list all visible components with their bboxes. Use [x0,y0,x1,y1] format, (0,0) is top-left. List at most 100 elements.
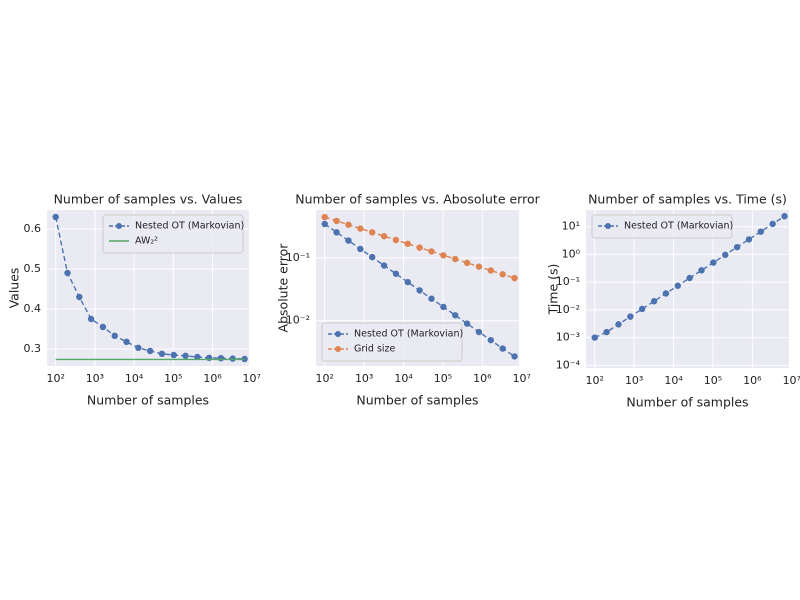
data-point [357,245,364,253]
data-point [158,350,166,357]
data-point [591,334,598,341]
data-point [487,267,495,274]
data-point [123,338,130,345]
data-point [662,290,670,297]
data-point [368,229,376,236]
chart-title: Number of samples vs. Time (s) [588,192,787,207]
data-point [475,263,483,270]
data-point [333,229,340,236]
legend: Nested OT (Markovian) [591,214,733,239]
data-point [710,259,717,266]
data-point [182,352,189,359]
data-point [475,328,483,336]
legend-label: Nested OT (Markovian) [135,221,244,232]
data-point [511,353,518,360]
y-tick-label: 0.6 [24,222,42,235]
data-point [229,355,236,362]
y-tick-label: 10⁻² [556,303,580,316]
x-tick-label: 10⁵ [704,374,722,387]
x-axis-label: Number of samples [626,395,748,410]
legend-label: Nested OT (Markovian) [624,221,733,232]
legend-label: Grid size [354,344,396,355]
data-point [111,332,118,339]
data-point [603,328,610,336]
x-tick-label: 10² [586,374,604,387]
x-tick-label: 10⁶ [203,372,222,385]
plot-marks [52,213,248,363]
data-point [627,313,634,320]
data-point [345,221,352,228]
legend-box [591,214,733,239]
data-point [511,274,518,282]
data-point [650,298,658,305]
chart-title: Number of samples vs. Abosolute error [295,192,540,207]
x-axis-label: Number of samples [87,393,209,408]
data-point [64,269,71,277]
x-tick-label: 10³ [625,374,643,387]
legend-marker [335,346,341,352]
data-point [194,353,201,361]
plot-marks [321,213,518,360]
data-point [781,213,788,220]
x-tick-label: 10⁷ [513,372,531,385]
x-tick-label: 10⁴ [125,372,144,385]
subplot: 10² 10³ 10⁴ 10⁵ 10⁶ 10⁷ 10⁻² 10⁻¹ Number of samp… [276,192,541,408]
y-tick-label: 0.4 [24,302,42,315]
x-tick-label: 10⁴ [664,374,683,387]
data-point [745,236,753,243]
legend-box [102,214,244,254]
data-point [440,303,447,311]
data-point [380,232,388,240]
data-point [87,315,95,323]
y-tick-label: 10⁻³ [556,331,580,344]
y-tick-label: 0.3 [24,342,42,355]
data-point [615,321,622,328]
data-point [404,240,411,247]
data-point [499,271,506,278]
data-point [380,262,388,269]
data-point [416,287,423,294]
data-point [170,351,177,359]
data-point [416,244,423,251]
x-tick-label: 10² [316,372,334,385]
data-point [440,252,447,259]
data-point [135,344,142,351]
legend: Nested OT (Markovian) AW₂² [102,214,244,254]
data-point [487,336,495,344]
y-tick-label: 10⁻¹ [286,251,310,264]
chart-title: Number of samples vs. Values [54,192,243,207]
data-point [99,323,107,331]
data-point [769,220,776,228]
data-point [686,274,693,282]
legend-marker [116,223,122,229]
data-point [333,217,340,225]
y-tick-label: 10⁻⁴ [556,358,581,371]
y-tick-label: 10⁰ [562,247,581,260]
x-tick-label: 10⁶ [743,374,762,387]
legend-label: Nested OT (Markovian) [354,329,463,340]
x-tick-label: 10⁷ [783,374,800,387]
data-point [392,236,400,244]
y-axis-label: Absolute error [276,243,291,333]
legend-marker [335,331,341,337]
data-point [321,220,328,228]
x-axis-label: Number of samples [356,393,478,408]
data-point [392,270,400,277]
legend-marker [605,223,611,229]
data-point [452,312,459,319]
data-point [722,251,729,259]
data-point [638,305,646,313]
y-tick-label: 10¹ [562,220,580,233]
data-point [674,282,681,289]
subplot: 10² 10³ 10⁴ 10⁵ 10⁶ 10⁷ 0.3 0.4 0.5 0.6 Number of … [7,192,261,408]
plot-marks [591,213,788,341]
data-point [52,213,59,221]
y-tick-label: 10⁻¹ [556,275,580,288]
data-point [321,213,328,221]
x-tick-label: 10⁴ [394,372,413,385]
data-point [217,355,225,362]
data-point [463,320,471,327]
data-point [368,253,376,261]
